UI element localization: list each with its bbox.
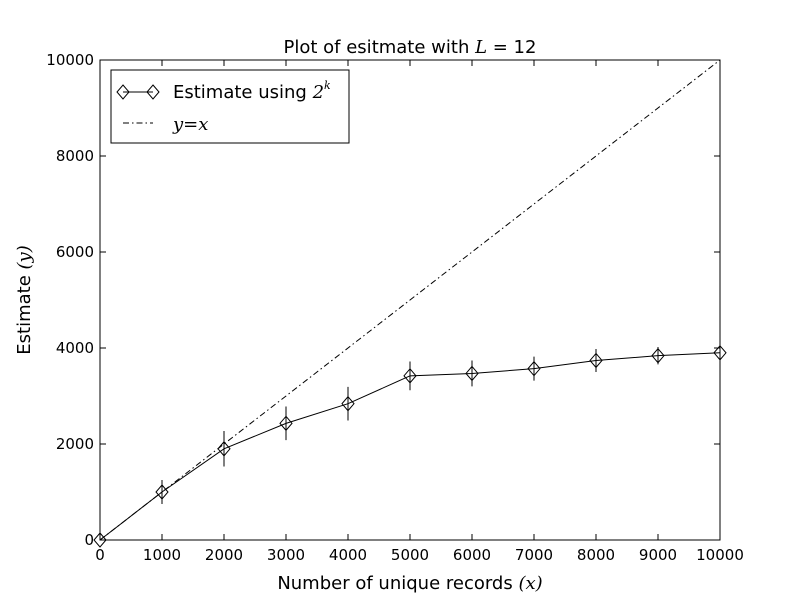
data-point-marker [465, 365, 479, 382]
y-tick-label: 4000 [56, 339, 94, 357]
series-layer [93, 59, 727, 548]
data-point-marker [403, 368, 417, 384]
legend-label-estimate-sup: k [324, 79, 331, 92]
x-tick-label: 4000 [329, 546, 367, 564]
x-tick-label: 10000 [696, 546, 744, 564]
legend-box [110, 69, 350, 144]
legend-marker-left [116, 84, 130, 100]
y-tick-label: 2000 [56, 435, 94, 453]
legend-label-estimate-text: Estimate using [173, 82, 313, 103]
x-tick-label: 6000 [453, 546, 491, 564]
y-tick-label: 6000 [56, 243, 94, 261]
x-tick-label: 2000 [205, 546, 243, 564]
y-axis-label: Estimate (y) [14, 245, 35, 354]
x-axis-label-text: Number of unique records [277, 573, 518, 594]
y-tick-label: 0 [84, 531, 94, 549]
data-point-marker [527, 360, 541, 377]
data-point-marker [279, 415, 293, 432]
chart-title-suffix: = 12 [487, 37, 536, 58]
x-tick-label: 0 [95, 546, 105, 564]
legend-label-estimate-math: 2 [312, 82, 324, 103]
x-tick-label: 7000 [515, 546, 553, 564]
y-axis-label-text: Estimate [14, 269, 35, 354]
y-tick-label: 10000 [46, 51, 94, 69]
data-point-marker [217, 441, 231, 457]
data-point-marker [341, 395, 355, 412]
data-point-marker [651, 347, 665, 364]
legend-marker-right [146, 84, 160, 100]
x-tick-label: 5000 [391, 546, 429, 564]
y-tick-label: 8000 [56, 147, 94, 165]
legend: Estimate using 2k y=x [110, 69, 350, 144]
y-axis-ticks: 0 2000 4000 6000 8000 10000 [46, 51, 720, 549]
legend-label-estimate: Estimate using 2k [173, 79, 331, 103]
y-axis-label-math: (y) [14, 245, 35, 269]
x-tick-label: 1000 [143, 546, 181, 564]
series-line-identity [99, 59, 721, 541]
x-tick-label: 9000 [639, 546, 677, 564]
chart-title-prefix: Plot of esitmate with [284, 37, 476, 58]
chart-title: Plot of esitmate with L = 12 [284, 37, 537, 58]
data-point-marker [713, 345, 727, 361]
data-point-marker [155, 484, 169, 500]
chart-title-math: L [474, 37, 487, 58]
x-tick-label: 8000 [577, 546, 615, 564]
legend-label-identity: y=x [172, 114, 208, 135]
x-tick-label: 3000 [267, 546, 305, 564]
x-axis-ticks: 0 1000 2000 3000 4000 5000 6000 7000 8000 9000 100… [95, 60, 744, 564]
data-point-marker [589, 352, 603, 369]
data-point-marker [93, 532, 107, 548]
x-axis-label: Number of unique records (x) [277, 573, 542, 594]
x-axis-label-math: (x) [518, 573, 542, 594]
